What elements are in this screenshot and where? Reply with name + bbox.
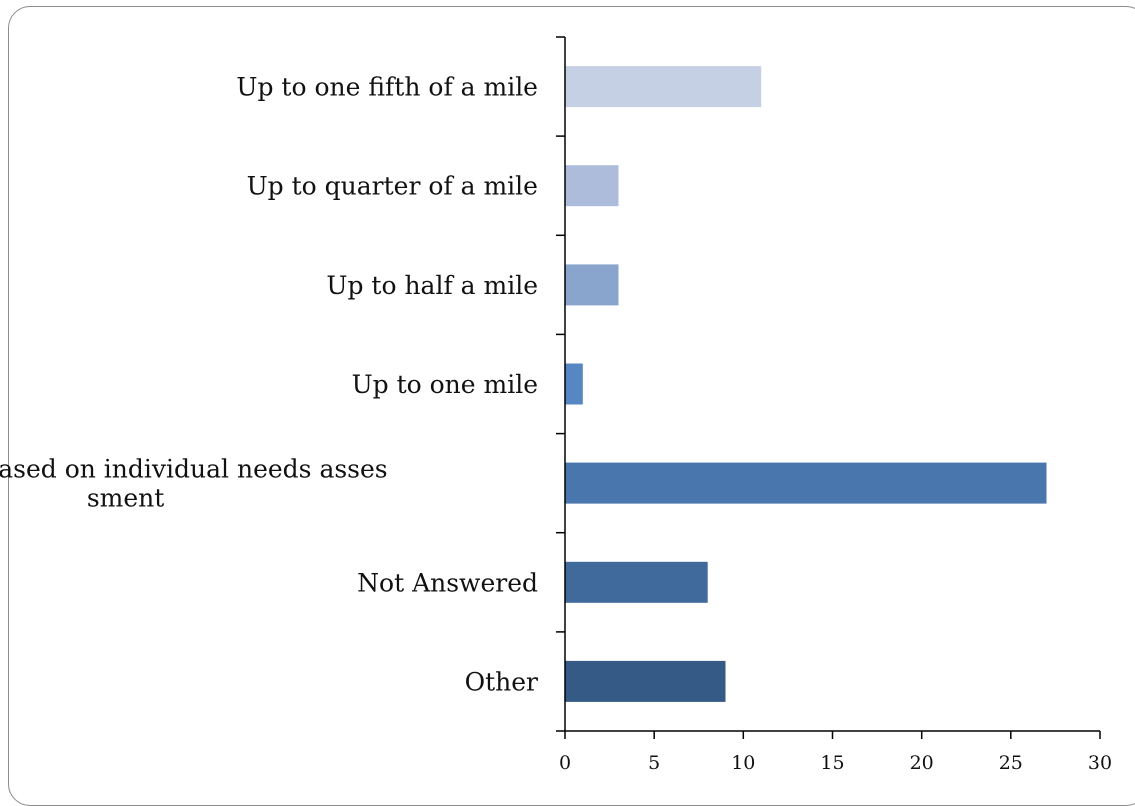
category-label-line: Up to quarter of a mile <box>247 172 538 201</box>
category-label-5: Not Answered <box>357 568 538 597</box>
bar-2 <box>565 264 619 306</box>
x-tick-label: 20 <box>910 752 934 774</box>
category-label-line: sment <box>87 484 164 513</box>
x-tick-label: 30 <box>1088 752 1112 774</box>
x-tick-label: 25 <box>999 752 1023 774</box>
category-label-0: Up to one fifth of a mile <box>236 73 538 102</box>
category-label-1: Up to quarter of a mile <box>247 172 538 201</box>
x-tick-label: 5 <box>648 752 660 774</box>
category-label-line: Other <box>465 667 538 696</box>
category-label-line: Up to one mile <box>352 370 538 399</box>
category-label-4: Distance based on individual needs asses… <box>0 455 388 513</box>
category-label-line: Not Answered <box>357 568 538 597</box>
category-label-2: Up to half a mile <box>326 271 538 300</box>
x-tick-label: 10 <box>731 752 755 774</box>
bar-1 <box>565 165 619 207</box>
axis-layer <box>556 36 1101 739</box>
bar-0 <box>565 66 762 108</box>
bars-layer <box>565 66 1047 702</box>
bar-6 <box>565 660 726 702</box>
bar-5 <box>565 561 708 603</box>
category-label-3: Up to one mile <box>352 370 538 399</box>
bar-4 <box>565 462 1047 504</box>
labels-layer: Up to one fifth of a mile Up to quarter o… <box>0 73 1112 774</box>
category-label-line: Up to half a mile <box>326 271 538 300</box>
x-tick-label: 0 <box>559 752 571 774</box>
bar-3 <box>565 363 583 405</box>
x-tick-label: 15 <box>820 752 844 774</box>
category-label-6: Other <box>465 667 538 696</box>
category-label-line: Up to one fifth of a mile <box>236 73 538 102</box>
category-label-line: Distance based on individual needs asses <box>0 455 388 484</box>
bar-chart: Up to one fifth of a mile Up to quarter o… <box>0 36 1112 774</box>
